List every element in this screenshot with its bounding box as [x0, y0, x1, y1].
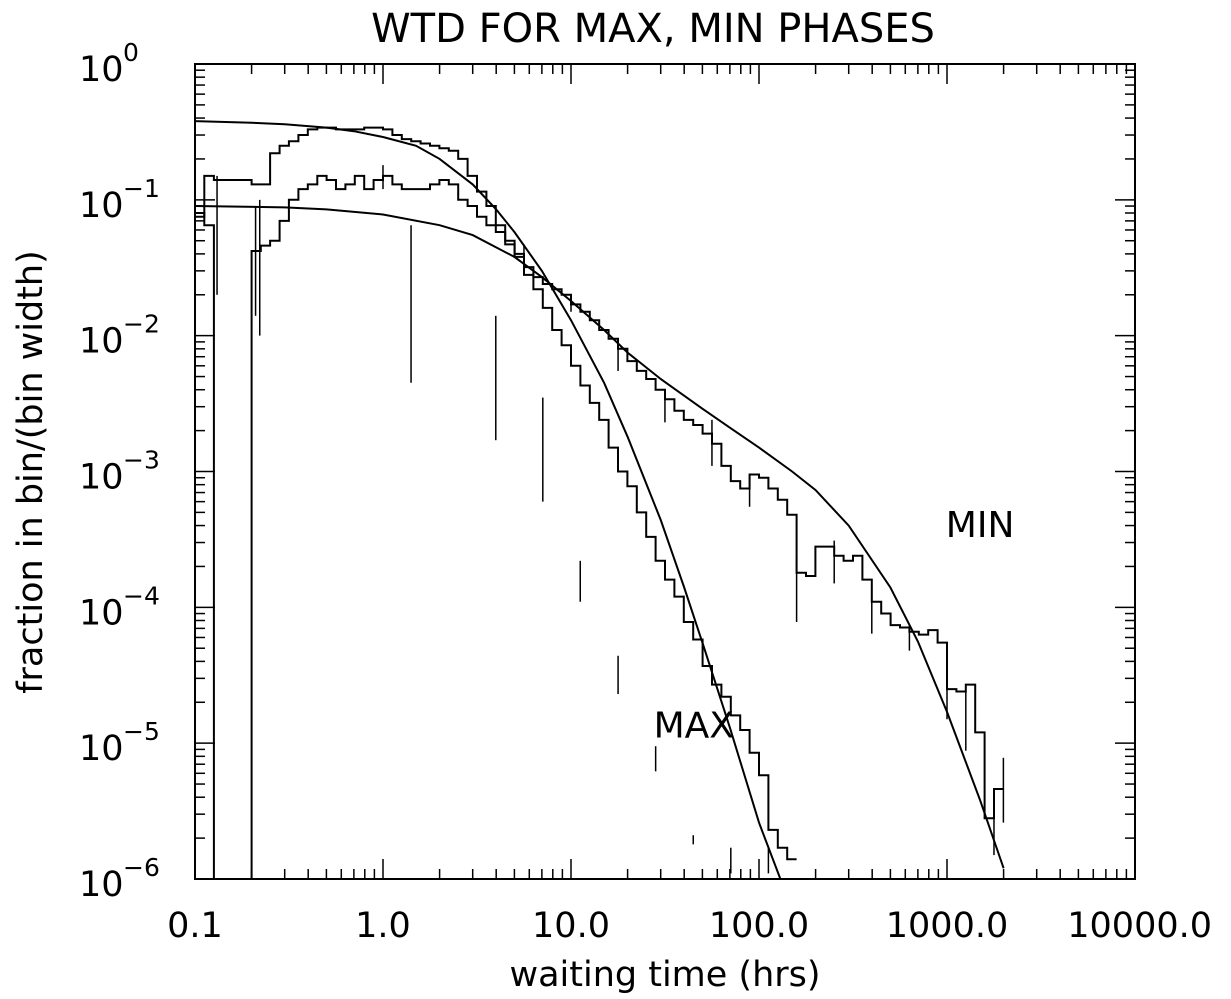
- y-tick-exponent: −3: [123, 446, 160, 475]
- y-tick-base: 10: [79, 322, 124, 362]
- annotations: MIN MAX: [654, 505, 1015, 747]
- x-tick-label: 10.0: [532, 906, 610, 946]
- y-tick-label: 10 0: [79, 38, 139, 90]
- y-tick-label: 10 −5: [79, 717, 160, 769]
- histogram-line: [195, 126, 797, 861]
- x-tick-label: 1.0: [355, 906, 411, 946]
- x-tick-label: 10000.0: [1067, 906, 1212, 946]
- y-tick-label: 10 −3: [79, 446, 160, 498]
- axis-ticks: [194, 63, 1136, 880]
- x-tick-label: 100.0: [709, 906, 809, 946]
- y-tick-base: 10: [79, 593, 124, 633]
- y-tick-exponent: −6: [123, 853, 160, 882]
- y-tick-exponent: 0: [123, 38, 139, 67]
- plot-frame: [194, 63, 1136, 880]
- y-tick-label: 10 −2: [79, 310, 160, 362]
- y-axis-label: fraction in bin/(bin width): [11, 250, 51, 694]
- y-tick-exponent: −2: [123, 310, 160, 339]
- annotation-max: MAX: [654, 706, 734, 747]
- y-tick-label: 10 −4: [79, 581, 160, 633]
- chart-title: WTD FOR MAX, MIN PHASES: [371, 6, 935, 52]
- annotation-min: MIN: [946, 505, 1015, 546]
- histogram-line: [195, 174, 1004, 880]
- series-2: [195, 165, 1005, 880]
- y-tick-base: 10: [79, 865, 124, 905]
- series-1: [195, 126, 797, 874]
- x-tick-label: 0.1: [167, 906, 223, 946]
- y-tick-exponent: −1: [123, 174, 160, 203]
- x-tick-label: 1000.0: [886, 906, 1008, 946]
- x-axis-label: waiting time (hrs): [509, 955, 820, 995]
- series-layer: [194, 120, 1005, 880]
- y-tick-base: 10: [79, 50, 124, 90]
- y-tick-label: 10 −6: [79, 853, 160, 905]
- series-4: [194, 205, 1005, 869]
- x-tick-labels: 0.1 1.0 10.0 100.0 1000.0 10000.0: [167, 906, 1212, 946]
- y-tick-label: 10 −1: [79, 174, 160, 226]
- y-tick-exponent: −4: [123, 581, 160, 610]
- fit-curve: [194, 120, 782, 880]
- series-3: [194, 120, 782, 880]
- y-tick-exponent: −5: [123, 717, 160, 746]
- y-tick-base: 10: [79, 186, 124, 226]
- y-tick-base: 10: [79, 729, 124, 769]
- fit-curve: [194, 205, 1005, 869]
- y-tick-base: 10: [79, 458, 124, 498]
